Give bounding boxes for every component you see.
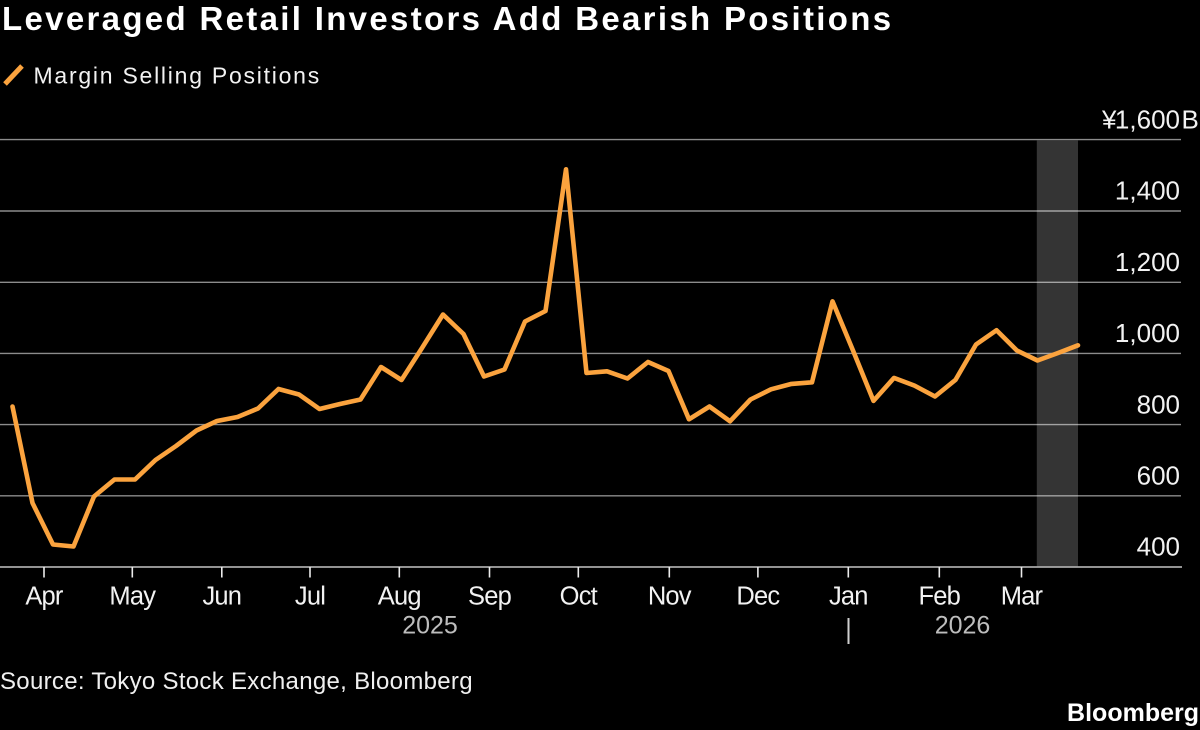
- svg-text:Aug: Aug: [378, 583, 421, 611]
- svg-text:Dec: Dec: [736, 583, 780, 611]
- svg-text:Leveraged Retail Investors Add: Leveraged Retail Investors Add Bearish P…: [2, 0, 893, 37]
- svg-text:Apr: Apr: [25, 583, 64, 611]
- svg-text:Margin Selling Positions: Margin Selling Positions: [34, 63, 321, 89]
- svg-text:1,000: 1,000: [1115, 318, 1180, 348]
- svg-text:Sep: Sep: [468, 583, 512, 611]
- svg-text:Nov: Nov: [648, 583, 692, 611]
- svg-text:1,600: 1,600: [1115, 104, 1180, 134]
- svg-text:Feb: Feb: [919, 583, 961, 611]
- svg-text:Source: Tokyo Stock Exchange,: Source: Tokyo Stock Exchange, Bloomberg: [0, 668, 473, 695]
- svg-text:Bloomberg: Bloomberg: [1067, 699, 1199, 727]
- svg-text:1,200: 1,200: [1115, 247, 1180, 277]
- svg-text:Jan: Jan: [829, 583, 868, 611]
- svg-text:Mar: Mar: [1001, 583, 1044, 611]
- svg-text:Jun: Jun: [202, 583, 241, 611]
- svg-text:800: 800: [1137, 389, 1180, 419]
- svg-text:600: 600: [1137, 461, 1180, 491]
- svg-text:Oct: Oct: [560, 583, 598, 611]
- svg-text:2025: 2025: [402, 612, 458, 640]
- svg-text:1,400: 1,400: [1115, 176, 1180, 206]
- svg-text:2026: 2026: [935, 612, 991, 640]
- svg-text:400: 400: [1137, 532, 1180, 562]
- svg-text:Jul: Jul: [295, 583, 325, 611]
- svg-text:B: B: [1182, 104, 1199, 134]
- svg-text:May: May: [109, 583, 156, 611]
- svg-text:¥: ¥: [1101, 104, 1117, 134]
